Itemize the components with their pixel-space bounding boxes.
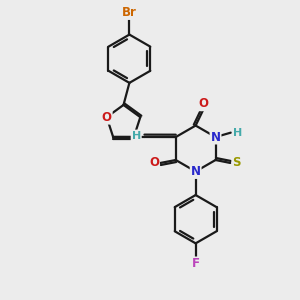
- Text: S: S: [232, 157, 241, 169]
- Text: H: H: [233, 128, 242, 138]
- Text: O: O: [102, 111, 112, 124]
- Text: F: F: [192, 257, 200, 271]
- Text: H: H: [132, 130, 141, 140]
- Text: N: N: [190, 165, 201, 178]
- Text: O: O: [149, 157, 159, 169]
- Text: Br: Br: [122, 6, 137, 19]
- Text: N: N: [211, 130, 220, 143]
- Text: O: O: [199, 97, 208, 110]
